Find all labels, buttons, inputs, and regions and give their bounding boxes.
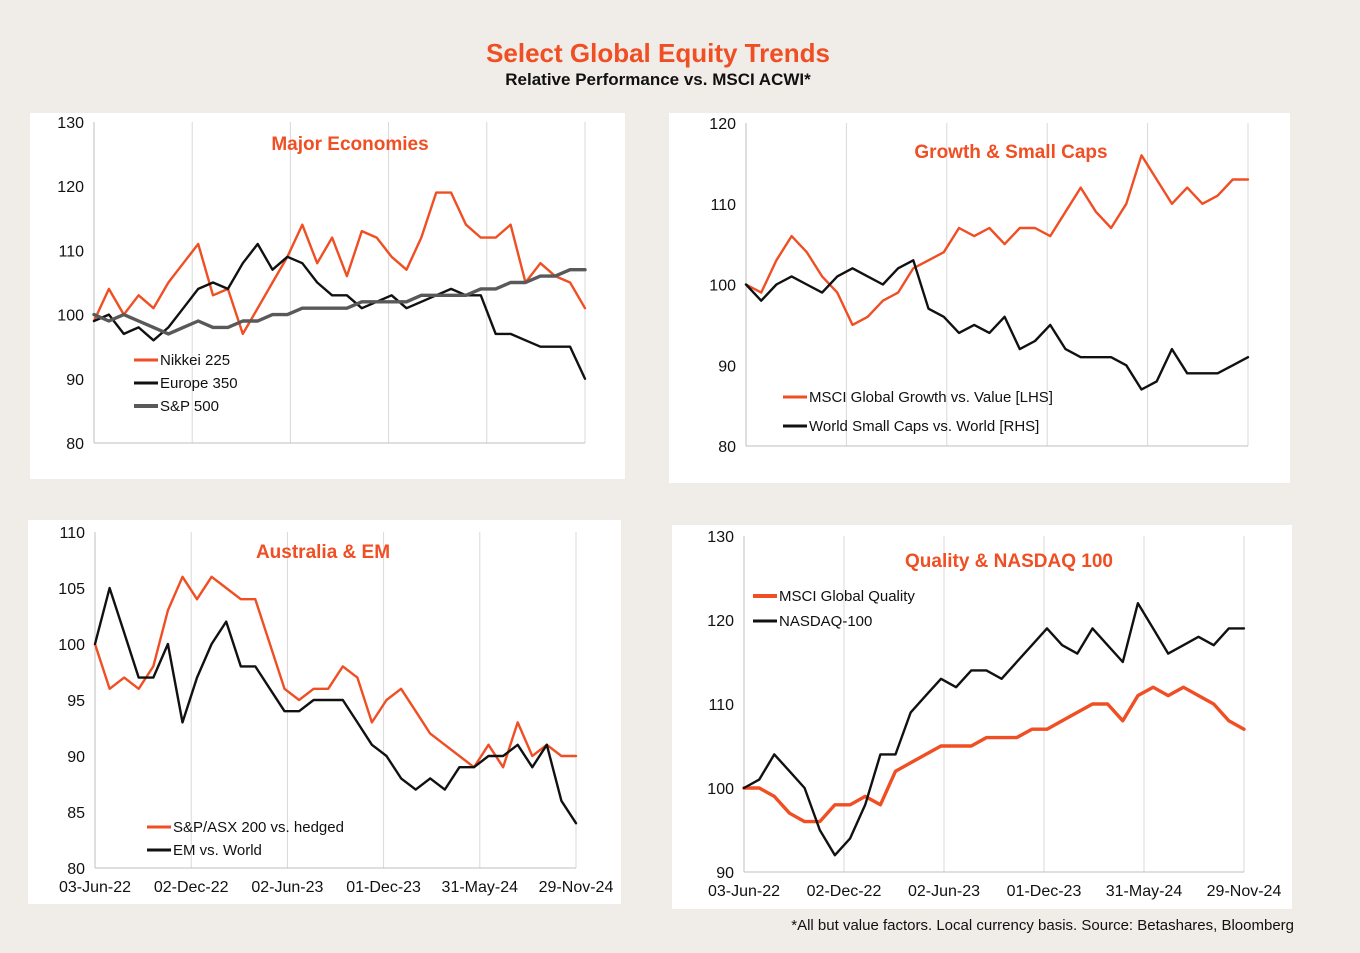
series-line-europe-350 bbox=[92, 242, 587, 380]
y-tick-label: 90 bbox=[66, 372, 84, 389]
legend-label: S&P 500 bbox=[160, 398, 219, 415]
y-tick-label: 85 bbox=[67, 805, 85, 822]
x-tick-label: 29-Nov-24 bbox=[539, 879, 614, 896]
series-line-em-vs-world bbox=[93, 586, 578, 825]
y-tick-label: 90 bbox=[67, 749, 85, 766]
x-tick-label: 02-Jun-23 bbox=[251, 879, 323, 896]
y-tick-label: 120 bbox=[709, 116, 736, 133]
legend-label: S&P/ASX 200 vs. hedged bbox=[173, 819, 344, 836]
series-line-nasdaq-100 bbox=[742, 602, 1246, 857]
x-tick-label: 03-Jun-22 bbox=[59, 879, 131, 896]
y-tick-label: 100 bbox=[707, 781, 734, 798]
chart-title: Growth & Small Caps bbox=[914, 142, 1107, 163]
chart-title: Australia & EM bbox=[256, 542, 390, 563]
chart-title: Major Economies bbox=[271, 134, 428, 155]
y-tick-label: 110 bbox=[708, 697, 734, 714]
y-tick-label: 90 bbox=[718, 358, 736, 375]
y-tick-label: 130 bbox=[707, 529, 734, 546]
legend-label: EM vs. World bbox=[173, 842, 262, 859]
legend-label: World Small Caps vs. World [RHS] bbox=[809, 418, 1039, 435]
y-tick-label: 80 bbox=[67, 861, 85, 878]
x-tick-label: 01-Dec-23 bbox=[346, 879, 421, 896]
y-tick-label: 120 bbox=[57, 179, 84, 196]
legend-label: Nikkei 225 bbox=[160, 352, 230, 369]
y-tick-label: 110 bbox=[59, 525, 85, 542]
y-tick-label: 120 bbox=[707, 613, 734, 630]
chart-panel-growth-small-caps: 80 90 100 110 120 Growth & Small Caps MSCI Glo… bbox=[669, 113, 1290, 483]
chart-svg: 90 100 110 120 130 03-Jun-22 02-Dec-22 02-Jun-2… bbox=[707, 529, 1282, 900]
chart-svg: 80 90 100 110 120 130 Major Economies Nikkei 22… bbox=[57, 115, 587, 453]
y-tick-label: 130 bbox=[57, 115, 84, 132]
page-subtitle: Relative Performance vs. MSCI ACWI* bbox=[505, 70, 811, 89]
legend-label: Europe 350 bbox=[160, 375, 238, 392]
chart-svg: 80 90 100 110 120 Growth & Small Caps MSCI Glo… bbox=[709, 116, 1250, 456]
x-tick-label: 31-May-24 bbox=[442, 879, 519, 896]
x-tick-label: 02-Jun-23 bbox=[908, 883, 980, 900]
y-tick-label: 80 bbox=[718, 439, 736, 456]
x-tick-label: 03-Jun-22 bbox=[708, 883, 780, 900]
legend-label: MSCI Global Quality bbox=[779, 588, 915, 605]
chart-svg: 80 85 90 95 100 105 110 03-Jun-22 02-Dec-22 02-Ju… bbox=[58, 525, 614, 896]
y-tick-label: 80 bbox=[66, 436, 84, 453]
x-tick-label: 02-Dec-22 bbox=[154, 879, 229, 896]
chart-panel-quality-nasdaq: 90 100 110 120 130 03-Jun-22 02-Dec-22 02-Jun-2… bbox=[672, 525, 1292, 909]
x-tick-label: 29-Nov-24 bbox=[1207, 883, 1282, 900]
series-line-msci-global-growth-vs-value-lhs bbox=[744, 154, 1250, 327]
chart-panel-major-economies: 80 90 100 110 120 130 Major Economies Nikkei 22… bbox=[30, 113, 625, 479]
x-tick-label: 02-Dec-22 bbox=[807, 883, 882, 900]
y-tick-label: 100 bbox=[58, 637, 85, 654]
series-line-world-small-caps-vs-world-rhs bbox=[744, 259, 1250, 391]
source-footnote: *All but value factors. Local currency b… bbox=[791, 917, 1294, 934]
series-line-nikkei-225 bbox=[92, 191, 587, 336]
y-tick-label: 100 bbox=[57, 308, 84, 325]
series-line-s-p-asx-200-vs-hedged bbox=[93, 575, 578, 769]
y-tick-label: 105 bbox=[58, 581, 85, 598]
y-tick-label: 100 bbox=[709, 278, 736, 295]
chart-title: Quality & NASDAQ 100 bbox=[905, 551, 1113, 572]
y-tick-label: 110 bbox=[710, 197, 736, 214]
x-tick-label: 31-May-24 bbox=[1106, 883, 1183, 900]
legend-label: MSCI Global Growth vs. Value [LHS] bbox=[809, 389, 1053, 406]
x-tick-label: 01-Dec-23 bbox=[1007, 883, 1082, 900]
y-tick-label: 90 bbox=[716, 865, 734, 882]
y-tick-label: 95 bbox=[67, 693, 85, 710]
chart-panel-australia-em: 80 85 90 95 100 105 110 03-Jun-22 02-Dec-22 02-Ju… bbox=[28, 520, 621, 904]
legend-label: NASDAQ-100 bbox=[779, 613, 872, 630]
y-tick-label: 110 bbox=[58, 243, 84, 260]
series-line-msci-global-quality bbox=[742, 685, 1246, 824]
page-title: Select Global Equity Trends bbox=[486, 38, 830, 68]
series-line-s-p-500 bbox=[92, 268, 587, 336]
